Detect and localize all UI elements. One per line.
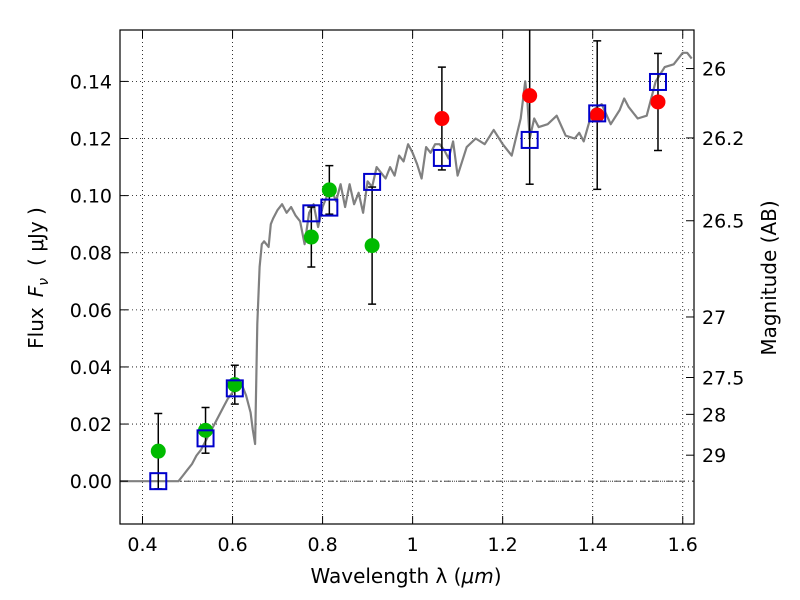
y-axis-ticks: 0.00 0.02 0.04 0.06 0.08 0.10 0.12 0.14 <box>70 71 128 493</box>
y-tick-label: 0.06 <box>70 300 112 322</box>
plot-area <box>120 30 693 491</box>
model-flux-square <box>432 148 451 167</box>
model-flux-square <box>225 379 244 398</box>
error-bars <box>154 30 662 490</box>
plot-frame <box>119 29 695 525</box>
red-data-point <box>434 111 450 127</box>
right-tick-label: 27 <box>702 307 726 329</box>
right-axis-ticks: 26 26.2 26.5 27 27.5 28 29 <box>686 59 744 467</box>
y-axis-label: FluxFν( μJy ) <box>24 207 52 349</box>
x-tick-label: 1.2 <box>488 534 518 556</box>
model-flux-square <box>149 472 168 491</box>
x-axis-ticks: 0.4 0.6 0.8 1 1.2 1.4 1.6 <box>127 30 698 556</box>
model-flux-square <box>520 130 539 149</box>
green-data-point <box>150 443 166 459</box>
x-tick-label: 1.4 <box>578 534 608 556</box>
data-points <box>149 72 667 491</box>
green-data-point <box>364 238 380 254</box>
right-axis-label: Magnitude (AB) <box>757 200 781 355</box>
y-tick-label: 0.02 <box>70 414 112 436</box>
right-tick-label: 26.5 <box>702 211 744 233</box>
model-flux-square <box>196 429 215 448</box>
y-tick-label: 0.12 <box>70 129 112 151</box>
green-data-point <box>303 229 319 245</box>
y-tick-label: 0.10 <box>70 186 112 208</box>
model-flux-square <box>363 172 382 191</box>
red-data-point <box>650 94 666 110</box>
right-tick-label: 26 <box>702 59 726 81</box>
y-tick-label: 0.00 <box>70 471 112 493</box>
model-flux-square <box>302 204 321 223</box>
x-tick-label: 0.6 <box>217 534 247 556</box>
x-tick-label: 1 <box>407 534 419 556</box>
right-tick-label: 27.5 <box>702 368 744 390</box>
y-tick-label: 0.04 <box>70 357 112 379</box>
red-data-point <box>522 88 538 104</box>
right-tick-label: 29 <box>702 445 726 467</box>
model-spectrum-line <box>120 51 693 483</box>
model-flux-square <box>320 198 339 217</box>
red-data-point <box>589 107 605 123</box>
right-tick-label: 28 <box>702 404 726 426</box>
right-tick-label: 26.2 <box>702 128 744 150</box>
green-data-point <box>321 182 337 198</box>
x-axis-label: Wavelength λ (μm) <box>310 564 501 588</box>
y-tick-label: 0.08 <box>70 243 112 265</box>
model-flux-square <box>648 72 667 91</box>
x-tick-label: 1.6 <box>668 534 698 556</box>
x-tick-label: 0.8 <box>307 534 337 556</box>
y-tick-label: 0.14 <box>70 71 112 93</box>
model-flux-square <box>588 104 607 123</box>
x-tick-label: 0.4 <box>127 534 157 556</box>
